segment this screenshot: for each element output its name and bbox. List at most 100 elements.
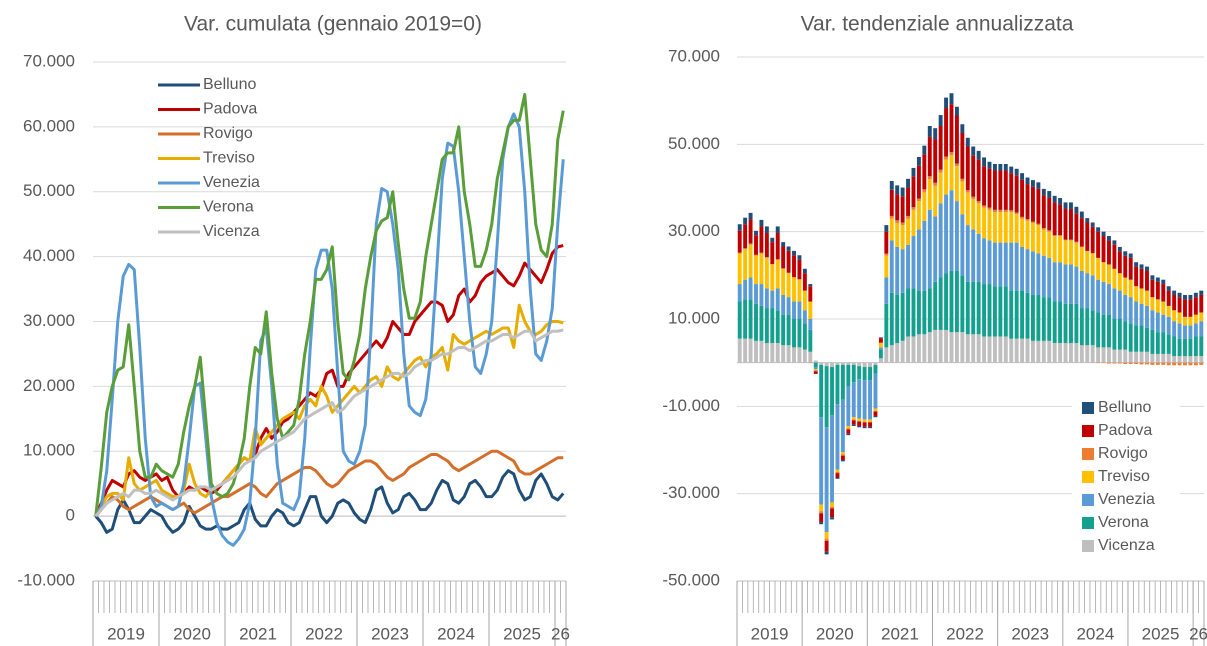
bar-segment bbox=[1085, 222, 1090, 251]
bar-segment bbox=[1145, 290, 1149, 306]
bar-segment bbox=[1112, 244, 1117, 269]
bar-segment bbox=[1172, 290, 1177, 295]
bar-segment bbox=[1096, 279, 1101, 313]
x-tick-label: 2025 bbox=[503, 624, 541, 643]
legend-swatch bbox=[1082, 494, 1094, 506]
bar-segment bbox=[1117, 319, 1122, 350]
bar-segment bbox=[911, 336, 916, 363]
bar-segment bbox=[743, 299, 748, 339]
bar-segment bbox=[1058, 262, 1063, 302]
bar-segment bbox=[900, 292, 905, 341]
legend-label: Rovigo bbox=[1098, 445, 1148, 462]
bar-segment bbox=[1047, 340, 1052, 363]
bar-segment bbox=[1150, 353, 1155, 363]
bar-segment bbox=[1003, 212, 1008, 243]
bar-segment bbox=[884, 303, 889, 348]
bar-segment bbox=[922, 145, 927, 155]
bar-segment bbox=[992, 212, 997, 243]
bar-segment bbox=[949, 270, 954, 333]
legend-label: Belluno bbox=[1098, 399, 1151, 416]
bar-segment bbox=[873, 373, 878, 409]
y-tick-label: -10.000 bbox=[662, 396, 720, 415]
bar-segment bbox=[976, 203, 981, 234]
bar-segment bbox=[916, 156, 921, 166]
bar-segment bbox=[1079, 345, 1084, 363]
bar-segment bbox=[878, 337, 883, 339]
bar-segment bbox=[992, 286, 997, 337]
bar-segment bbox=[813, 360, 818, 363]
bar-segment bbox=[797, 255, 802, 260]
bar-segment bbox=[895, 246, 900, 295]
bar-segment bbox=[748, 277, 753, 300]
bar-segment bbox=[851, 419, 856, 421]
bar-segment bbox=[992, 209, 997, 213]
bar-segment bbox=[922, 192, 927, 221]
bar-segment bbox=[1128, 253, 1133, 258]
bar-segment bbox=[1166, 290, 1171, 306]
bar-segment bbox=[982, 166, 987, 206]
bar-segment bbox=[819, 364, 824, 418]
bar-segment bbox=[878, 358, 883, 363]
bar-segment bbox=[808, 286, 813, 302]
bar-segment bbox=[802, 349, 807, 363]
bar-segment bbox=[965, 146, 970, 191]
bar-segment bbox=[830, 506, 834, 509]
x-tick-label: 2019 bbox=[107, 624, 145, 643]
bar-segment bbox=[954, 163, 959, 167]
bar-segment bbox=[846, 433, 851, 436]
bar-segment bbox=[770, 242, 775, 264]
bar-segment bbox=[754, 340, 758, 363]
bar-segment bbox=[851, 382, 856, 418]
bar-segment bbox=[933, 128, 938, 140]
bar-segment bbox=[992, 170, 997, 210]
bar-segment bbox=[971, 229, 976, 282]
bar-segment bbox=[1134, 351, 1139, 363]
bar-segment bbox=[775, 259, 780, 261]
bar-segment bbox=[1150, 279, 1155, 298]
bar-segment bbox=[1036, 223, 1041, 226]
bar-segment bbox=[775, 343, 780, 363]
bar-segment bbox=[764, 308, 769, 344]
bar-segment bbox=[1177, 297, 1182, 313]
bar-segment bbox=[1145, 270, 1149, 291]
bar-segment bbox=[900, 222, 905, 226]
bar-segment bbox=[1183, 338, 1187, 357]
bar-segment bbox=[927, 125, 932, 137]
bar-segment bbox=[1145, 305, 1149, 328]
bar-segment bbox=[1101, 281, 1106, 315]
bar-segment bbox=[938, 115, 943, 126]
bar-segment bbox=[846, 362, 851, 365]
bar-segment bbox=[987, 209, 992, 241]
bar-segment bbox=[1058, 204, 1063, 236]
bar-segment bbox=[1155, 353, 1160, 363]
bar-segment bbox=[824, 540, 829, 552]
bar-segment bbox=[1112, 288, 1117, 319]
bar-segment bbox=[1009, 290, 1014, 339]
bar-segment bbox=[830, 508, 834, 518]
bar-segment bbox=[802, 268, 807, 274]
bar-segment bbox=[840, 399, 845, 453]
bar-segment bbox=[759, 284, 764, 306]
bar-segment bbox=[1193, 362, 1198, 366]
bar-segment bbox=[1150, 297, 1155, 311]
bar-segment bbox=[1085, 345, 1090, 363]
bar-segment bbox=[922, 154, 927, 190]
bar-segment bbox=[759, 219, 764, 227]
bar-segment bbox=[1128, 279, 1133, 298]
bar-segment bbox=[1183, 325, 1187, 339]
bar-segment bbox=[1036, 294, 1041, 341]
bar-segment bbox=[1003, 170, 1008, 210]
bar-segment bbox=[873, 364, 878, 374]
bar-segment bbox=[895, 294, 900, 344]
bar-segment bbox=[992, 242, 997, 287]
series-line bbox=[94, 112, 565, 547]
bar-segment bbox=[1074, 343, 1079, 363]
bar-segment bbox=[857, 420, 862, 422]
bar-segment bbox=[764, 232, 769, 257]
bar-segment bbox=[1193, 297, 1198, 315]
bar-segment bbox=[830, 517, 834, 520]
bar-segment bbox=[802, 290, 807, 311]
bar-segment bbox=[1139, 264, 1144, 269]
bar-segment bbox=[1052, 235, 1057, 237]
bar-segment bbox=[748, 212, 753, 220]
